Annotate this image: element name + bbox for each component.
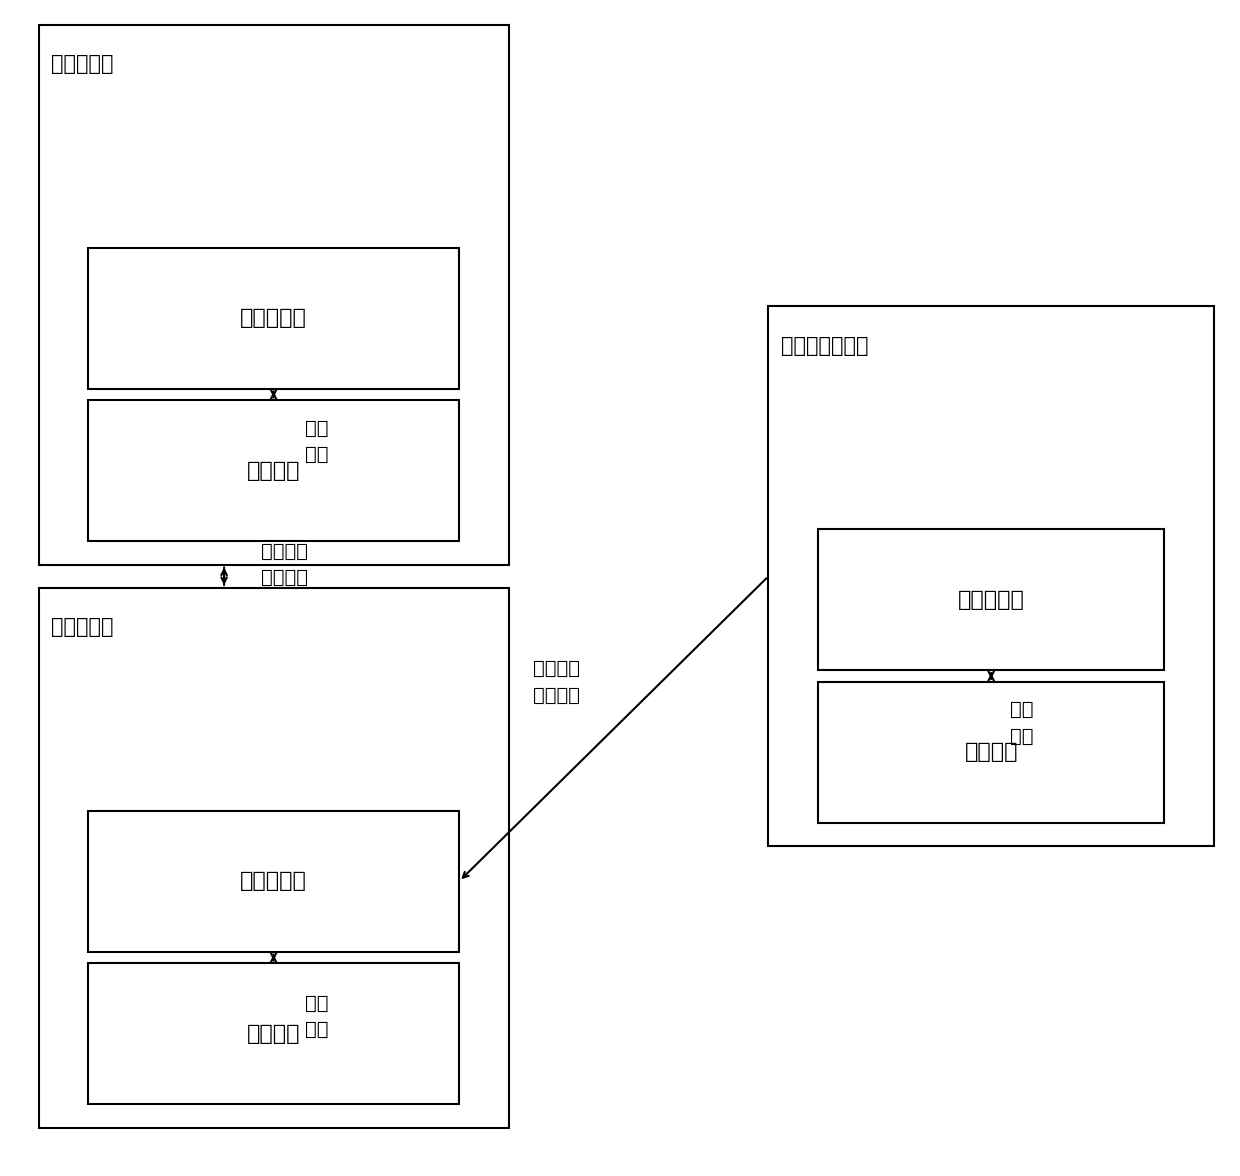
- FancyBboxPatch shape: [818, 529, 1164, 670]
- Text: 抗干扰测试机柜: 抗干扰测试机柜: [781, 336, 868, 356]
- FancyBboxPatch shape: [88, 400, 459, 541]
- Text: 副测试机柜: 副测试机柜: [51, 54, 113, 74]
- FancyBboxPatch shape: [818, 682, 1164, 823]
- Text: 主测试机柜: 主测试机柜: [51, 617, 113, 637]
- Text: 测试计算机: 测试计算机: [957, 589, 1024, 609]
- Text: 测试
数据: 测试 数据: [305, 994, 329, 1038]
- FancyBboxPatch shape: [88, 248, 459, 388]
- Text: 测试
数据: 测试 数据: [1009, 700, 1033, 746]
- FancyBboxPatch shape: [38, 25, 508, 564]
- FancyBboxPatch shape: [88, 963, 459, 1104]
- FancyBboxPatch shape: [38, 588, 508, 1128]
- Text: 控制命令
状态数据: 控制命令 状态数据: [533, 659, 580, 704]
- Text: 测试仪器: 测试仪器: [965, 742, 1018, 762]
- Text: 测试仪器: 测试仪器: [247, 461, 300, 481]
- Text: 测试
数据: 测试 数据: [305, 419, 329, 465]
- Text: 测试计算机: 测试计算机: [241, 308, 308, 328]
- Text: 控制命令
测试数据: 控制命令 测试数据: [262, 542, 309, 587]
- FancyBboxPatch shape: [769, 307, 1214, 846]
- FancyBboxPatch shape: [88, 811, 459, 951]
- Text: 测试计算机: 测试计算机: [241, 871, 308, 891]
- Text: 测试仪器: 测试仪器: [247, 1024, 300, 1044]
